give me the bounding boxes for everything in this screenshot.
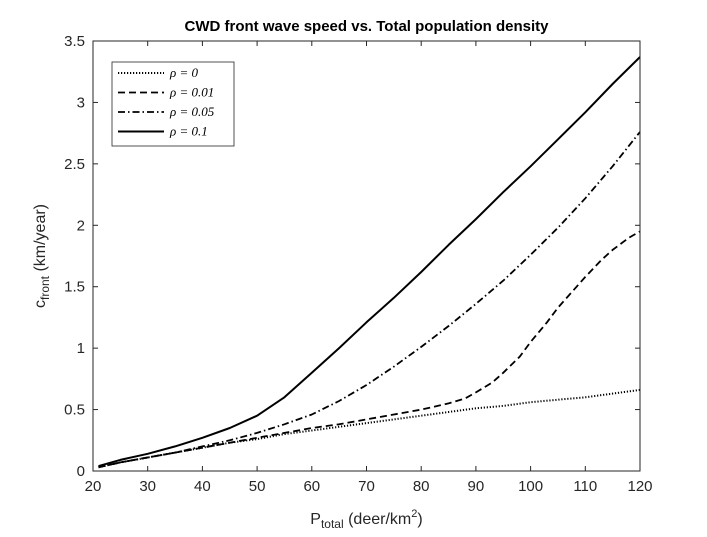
plot-frame (92, 40, 641, 472)
x-tick-label: 30 (139, 478, 156, 495)
legend-label: ρ = 0 (169, 65, 199, 80)
series-line-dotted (98, 388, 641, 469)
y-tick-label: 0.5 (64, 402, 85, 419)
y-axis-label-main: c (32, 300, 49, 308)
legend-label: ρ = 0.05 (169, 104, 215, 119)
y-axis-label: cfront (km/year) (32, 204, 52, 308)
x-axis-label-main: P (310, 511, 321, 528)
legend: ρ = 0 ρ = 0.01 ρ = 0.05 ρ = 0.1 (111, 61, 235, 147)
y-tick-label: 3 (77, 94, 85, 111)
y-tick-label: 2.5 (64, 156, 85, 173)
x-tick-label: 110 (573, 478, 597, 495)
series-layer (98, 56, 641, 469)
legend-label: ρ = 0.1 (169, 124, 208, 139)
x-tick-label: 40 (194, 478, 211, 495)
x-tick-label: 60 (303, 478, 320, 495)
x-tick-label: 120 (627, 478, 652, 495)
series-line-solid (98, 56, 641, 468)
y-tick-label: 2 (77, 217, 85, 234)
y-tick-label: 3.5 (64, 33, 85, 50)
x-tick-label: 20 (85, 478, 102, 495)
chart-title: CWD front wave speed vs. Total populatio… (185, 18, 550, 35)
x-tick-label: 50 (249, 478, 266, 495)
x-tick-label: 70 (358, 478, 375, 495)
y-axis-label-sub: front (38, 275, 52, 300)
series-line-dashdot (98, 131, 641, 469)
series-line-dashed (98, 230, 641, 469)
tick-layer: 20 30 40 50 60 70 80 90 100 110 120 0 0.5 1 1.5 2 2.5 3 3.… (64, 33, 652, 495)
x-axis-label: Ptotal (deer/km2) (310, 508, 422, 531)
x-axis-label-sub: total (321, 517, 344, 531)
x-axis-label-unit-sup: 2 (411, 508, 417, 520)
y-tick-label: 1 (77, 340, 85, 357)
x-axis-label-unit-pre: (deer/km (344, 511, 412, 528)
x-tick-label: 80 (413, 478, 430, 495)
y-tick-label: 0 (77, 463, 85, 480)
y-axis-label-unit: (km/year) (32, 204, 49, 276)
x-tick-label: 90 (468, 478, 485, 495)
x-tick-label: 100 (518, 478, 543, 495)
x-axis-label-unit-post: ) (417, 511, 422, 528)
y-tick-label: 1.5 (64, 279, 85, 296)
legend-label: ρ = 0.01 (169, 85, 214, 100)
